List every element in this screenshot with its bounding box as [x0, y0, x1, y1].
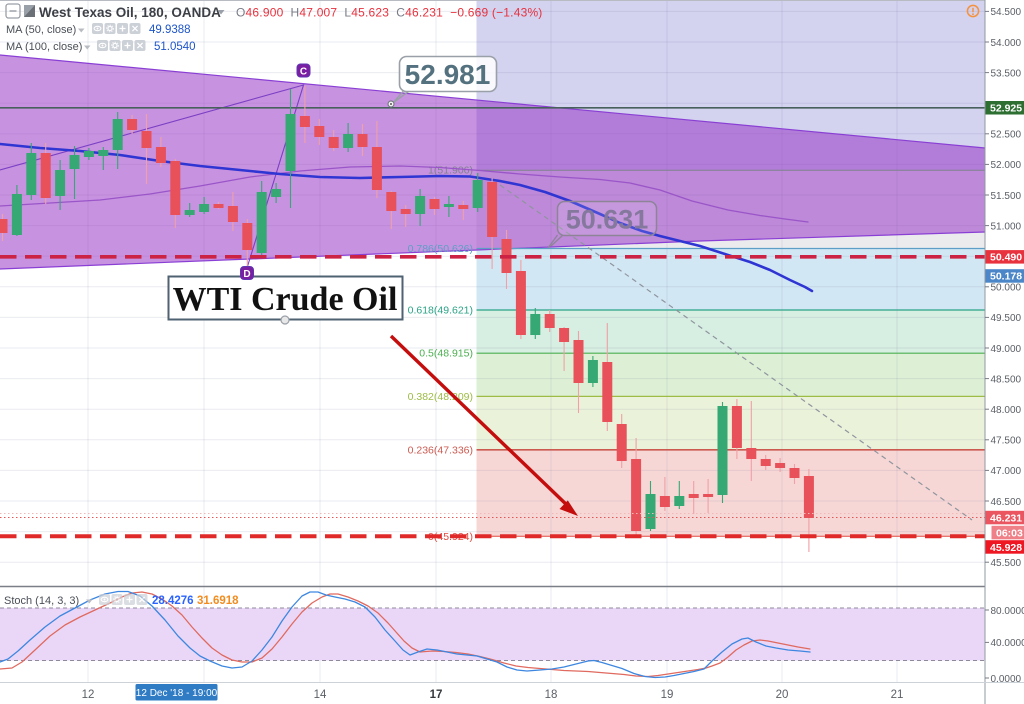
svg-text:06:03: 06:03 — [996, 527, 1023, 539]
svg-text:Stoch (14, 3, 3): Stoch (14, 3, 3) — [4, 595, 79, 607]
svg-text:MA (100, close): MA (100, close) — [6, 41, 82, 53]
svg-text:C: C — [300, 66, 307, 77]
svg-text:D: D — [243, 269, 250, 280]
svg-text:50.000: 50.000 — [991, 283, 1022, 294]
svg-text:46.231: 46.231 — [990, 512, 1022, 524]
svg-text:40.0000: 40.0000 — [991, 638, 1024, 649]
svg-text:O46.900 H47.007 L45.623 C46: O46.900 H47.007 L45.623 C46.231 −0.669 (… — [236, 6, 543, 20]
svg-text:0.0000: 0.0000 — [991, 674, 1022, 685]
svg-text:31.6918: 31.6918 — [197, 595, 239, 607]
svg-text:0.786(50.626): 0.786(50.626) — [408, 243, 473, 255]
svg-text:54.000: 54.000 — [991, 38, 1022, 49]
svg-text:0.618(49.621): 0.618(49.621) — [408, 305, 473, 317]
svg-text:45.500: 45.500 — [991, 558, 1022, 569]
svg-text:53.500: 53.500 — [991, 68, 1022, 79]
svg-text:49.9388: 49.9388 — [149, 24, 191, 36]
svg-text:49.000: 49.000 — [991, 344, 1022, 355]
svg-text:50.178: 50.178 — [990, 271, 1022, 283]
svg-text:12: 12 — [82, 689, 95, 701]
svg-text:14: 14 — [314, 689, 327, 701]
svg-text:47.500: 47.500 — [991, 436, 1022, 447]
svg-text:50.631: 50.631 — [566, 205, 649, 235]
svg-text:MA (50, close): MA (50, close) — [6, 24, 76, 36]
svg-text:19: 19 — [661, 689, 674, 701]
svg-text:47.000: 47.000 — [991, 466, 1022, 477]
svg-text:51.000: 51.000 — [991, 221, 1022, 232]
svg-text:52.500: 52.500 — [991, 130, 1022, 141]
svg-text:54.500: 54.500 — [991, 7, 1022, 18]
svg-text:49.500: 49.500 — [991, 313, 1022, 324]
svg-text:21: 21 — [891, 689, 904, 701]
svg-text:51.0540: 51.0540 — [154, 41, 196, 53]
svg-text:West Texas Oil, 180, OANDA: West Texas Oil, 180, OANDA — [39, 5, 221, 20]
svg-text:WTI Crude Oil: WTI Crude Oil — [173, 281, 398, 318]
svg-text:50.490: 50.490 — [990, 252, 1022, 264]
svg-text:0.382(48.209): 0.382(48.209) — [408, 391, 473, 403]
svg-text:17: 17 — [430, 689, 443, 701]
svg-text:52.981: 52.981 — [405, 59, 491, 90]
svg-text:48.500: 48.500 — [991, 374, 1022, 385]
svg-text:28.4276: 28.4276 — [152, 595, 194, 607]
svg-text:46.500: 46.500 — [991, 497, 1022, 508]
svg-text:48.000: 48.000 — [991, 405, 1022, 416]
svg-text:52.925: 52.925 — [990, 103, 1022, 115]
svg-text:18: 18 — [545, 689, 558, 701]
svg-text:45.928: 45.928 — [990, 542, 1022, 554]
svg-text:0.236(47.336): 0.236(47.336) — [408, 444, 473, 456]
svg-text:0.5(48.915): 0.5(48.915) — [419, 348, 473, 360]
svg-text:20: 20 — [776, 689, 789, 701]
svg-text:52.000: 52.000 — [991, 160, 1022, 171]
svg-text:12 Dec '18 - 19:00: 12 Dec '18 - 19:00 — [136, 688, 218, 699]
svg-text:80.0000: 80.0000 — [991, 606, 1024, 617]
svg-text:51.500: 51.500 — [991, 191, 1022, 202]
